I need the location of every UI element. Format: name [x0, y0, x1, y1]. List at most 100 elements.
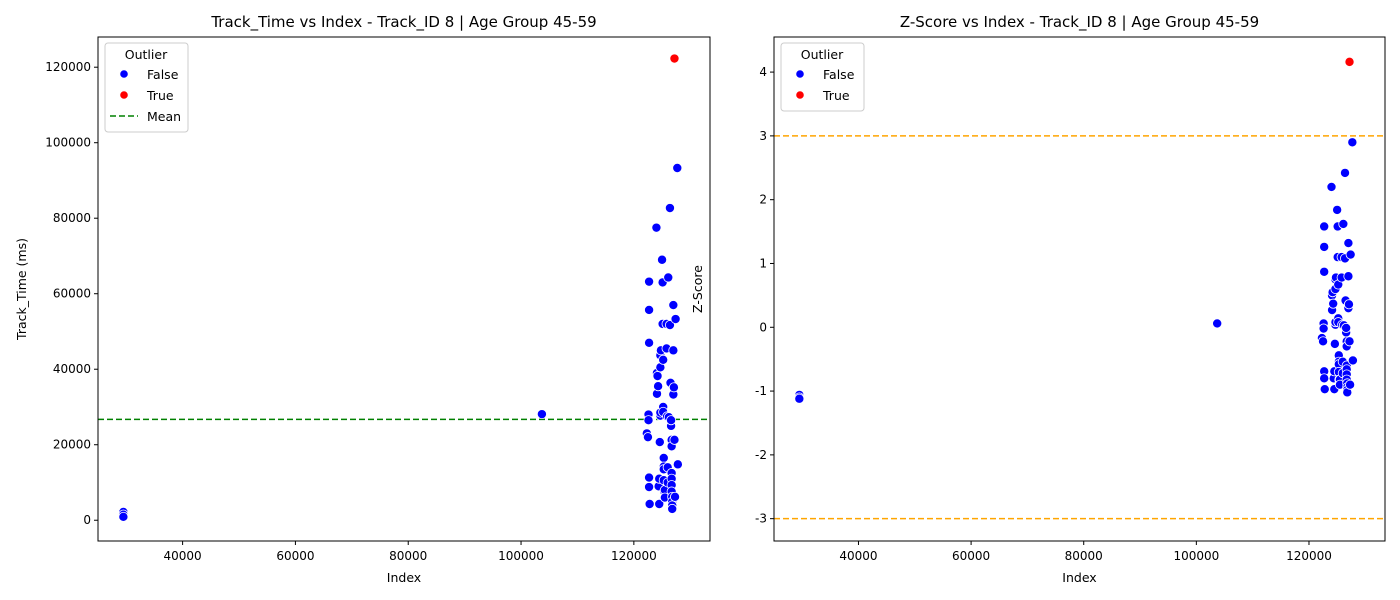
data-point — [653, 381, 664, 392]
y-tick-label: 4 — [759, 65, 767, 79]
data-point — [1319, 384, 1330, 395]
data-point — [1347, 355, 1358, 366]
data-point — [1347, 137, 1358, 148]
data-point — [1329, 338, 1340, 349]
data-point — [644, 472, 655, 483]
x-tick-label: 40000 — [164, 549, 202, 563]
data-point — [644, 304, 655, 315]
data-point — [670, 491, 681, 502]
data-point — [1332, 204, 1343, 215]
data-point — [536, 409, 547, 420]
y-tick-label: 40000 — [53, 362, 91, 376]
y-tick-label: -3 — [755, 512, 767, 526]
legend-label: False — [147, 67, 179, 82]
data-point — [794, 393, 805, 404]
data-point — [663, 272, 674, 283]
y-tick-label: 120000 — [45, 60, 91, 74]
data-point — [652, 371, 663, 382]
y-tick-label: 60000 — [53, 287, 91, 301]
data-point — [1328, 298, 1339, 309]
x-tick-label: 100000 — [1173, 549, 1219, 563]
data-point — [644, 337, 655, 348]
panel-z-score: Z-Score vs Index - Track_ID 8 | Age Grou… — [690, 13, 1386, 585]
data-point — [664, 203, 675, 214]
legend-title: Outlier — [125, 47, 168, 62]
data-point — [669, 434, 680, 445]
legend-marker-false — [119, 69, 129, 79]
y-tick-label: -1 — [755, 384, 767, 398]
data-point — [658, 354, 669, 365]
plot-frame — [97, 36, 711, 542]
y-tick-label: 0 — [759, 320, 767, 334]
data-point — [1344, 336, 1355, 347]
legend-marker-true — [795, 90, 805, 100]
data-point — [668, 382, 679, 393]
y-tick-label: 100000 — [45, 136, 91, 150]
data-point — [1319, 221, 1330, 232]
y-tick-label: 2 — [759, 193, 767, 207]
chart-title: Track_Time vs Index - Track_ID 8 | Age G… — [210, 13, 596, 32]
data-point — [1345, 249, 1356, 260]
chart-title: Z-Score vs Index - Track_ID 8 | Age Grou… — [900, 13, 1259, 32]
y-tick-label: 1 — [759, 256, 767, 270]
x-tick-label: 80000 — [1065, 549, 1103, 563]
data-point — [644, 499, 655, 510]
data-point — [666, 415, 677, 426]
legend-label: False — [823, 67, 855, 82]
x-tick-label: 120000 — [1286, 549, 1332, 563]
x-tick-label: 60000 — [952, 549, 990, 563]
x-tick-label: 120000 — [611, 549, 657, 563]
y-axis-label: Track_Time (ms) — [14, 238, 29, 341]
outlier-point — [669, 53, 680, 64]
x-axis-label: Index — [1062, 570, 1096, 585]
legend-box — [104, 42, 189, 133]
legend-label: Mean — [147, 109, 181, 124]
data-point — [668, 300, 679, 311]
data-point — [672, 459, 683, 470]
x-axis-label: Index — [387, 570, 421, 585]
data-point — [1341, 322, 1352, 333]
x-tick-label: 100000 — [498, 549, 544, 563]
legend-title: Outlier — [801, 47, 844, 62]
data-point — [118, 511, 129, 522]
data-point — [1340, 167, 1351, 178]
y-tick-label: 20000 — [53, 438, 91, 452]
legend-marker-true — [119, 90, 129, 100]
data-point — [644, 276, 655, 287]
legend-marker-false — [795, 69, 805, 79]
data-point — [670, 314, 681, 325]
data-point — [1338, 218, 1349, 229]
data-point — [1319, 266, 1330, 277]
data-point — [1319, 373, 1330, 384]
data-point — [658, 452, 669, 463]
x-tick-label: 40000 — [839, 549, 877, 563]
data-point — [1319, 241, 1330, 252]
data-point — [668, 345, 679, 356]
data-point — [657, 254, 668, 265]
data-point — [654, 437, 665, 448]
y-tick-label: 80000 — [53, 211, 91, 225]
data-point — [1343, 238, 1354, 249]
outlier-point — [1344, 56, 1355, 67]
y-axis-label: Z-Score — [690, 265, 705, 313]
legend-label: True — [822, 88, 850, 103]
data-point — [664, 320, 675, 331]
data-point — [1318, 336, 1329, 347]
data-point — [654, 499, 665, 510]
data-point — [667, 503, 678, 514]
plot-frame — [773, 36, 1386, 542]
panel-track-time: Track_Time vs Index - Track_ID 8 | Age G… — [14, 13, 711, 585]
data-point — [1318, 323, 1329, 334]
y-tick-label: 3 — [759, 129, 767, 143]
data-point — [672, 163, 683, 174]
data-point — [1345, 379, 1356, 390]
data-point — [1326, 181, 1337, 192]
data-point — [1343, 299, 1354, 310]
data-point — [643, 415, 654, 426]
x-tick-label: 60000 — [276, 549, 314, 563]
data-point — [651, 222, 662, 233]
legend-label: True — [146, 88, 174, 103]
data-point — [1212, 318, 1223, 329]
x-tick-label: 80000 — [389, 549, 427, 563]
